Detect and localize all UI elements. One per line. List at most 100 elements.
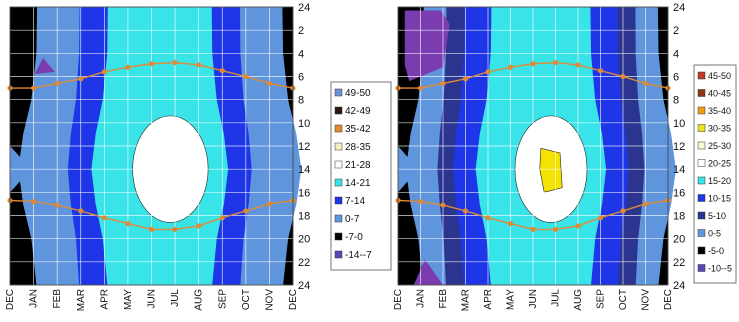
y-tick-label: 20 <box>298 234 310 246</box>
legend-swatch <box>697 106 706 115</box>
legend-swatch <box>697 176 706 185</box>
series-point <box>78 208 84 214</box>
y-tick-label: 6 <box>298 72 304 84</box>
x-tick-label: MAY <box>123 289 134 310</box>
legend-label: 42-49 <box>345 106 371 117</box>
x-tick-label: MAR <box>461 289 472 311</box>
y-tick-label: 16 <box>673 187 685 199</box>
x-tick-label: SEP <box>596 289 607 309</box>
legend-swatch <box>697 124 706 132</box>
plot-border <box>9 6 294 286</box>
legend-swatch <box>334 232 343 241</box>
series-point <box>642 80 649 87</box>
series-point <box>101 69 107 75</box>
x-tick-label: JUL <box>170 289 181 307</box>
x-tick-label: JAN <box>29 289 40 308</box>
legend-swatch <box>334 196 343 205</box>
y-tick-label: 8 <box>673 95 679 107</box>
legend-swatch <box>334 88 343 97</box>
legend-label: 15-20 <box>708 176 731 186</box>
plot-border <box>397 6 669 286</box>
legend-label: 28-35 <box>345 142 371 153</box>
legend-swatch <box>334 106 343 115</box>
legend-swatch <box>334 250 343 259</box>
legend-label: 5-10 <box>708 211 726 221</box>
legend-swatch <box>697 194 706 202</box>
y-tick-label: 2 <box>673 25 679 37</box>
series-point <box>196 62 202 68</box>
legend-swatch <box>334 160 343 169</box>
y-tick-label: 24 <box>673 280 685 292</box>
legend: 45-50 40-45 35-40 30-35 25-30 20-25 15-20 10-15… <box>693 64 737 284</box>
series-point <box>148 61 155 67</box>
legend-label: 21-28 <box>345 160 371 171</box>
x-tick-label: NOV <box>264 289 275 311</box>
series-point <box>530 61 536 67</box>
x-tick-label: DEC <box>663 289 674 310</box>
x-tick-label: SEP <box>217 289 228 309</box>
series-point <box>266 80 273 87</box>
series-point <box>552 226 559 232</box>
y-tick-label: 10 <box>298 118 310 130</box>
series-point <box>148 226 155 232</box>
series-point <box>243 208 249 214</box>
y-tick-label: 14 <box>298 164 310 176</box>
purple-patch-bottom <box>413 259 443 285</box>
legend-label: 49-50 <box>345 88 371 99</box>
series-point <box>440 80 446 87</box>
series-point <box>54 80 60 87</box>
legend-swatch <box>697 89 706 97</box>
x-tick-label: MAY <box>506 289 517 310</box>
series-point <box>462 76 469 82</box>
x-tick-label: OCT <box>241 289 252 310</box>
series-point <box>552 60 559 66</box>
y-tick-label: 4 <box>673 48 679 60</box>
x-tick-label: MAR <box>76 289 87 311</box>
series-point <box>417 199 424 205</box>
y-tick-label: 10 <box>673 118 685 130</box>
legend-swatch <box>697 264 706 272</box>
series-point <box>417 85 424 91</box>
series-point <box>642 201 649 207</box>
series-point <box>507 64 514 70</box>
legend-label: 30-35 <box>708 124 731 134</box>
legend-label: 25-30 <box>708 141 731 151</box>
y-tick-label: 24 <box>298 2 310 14</box>
x-tick-label: DEC <box>5 289 16 310</box>
legend-label: -7-0 <box>345 232 363 243</box>
series-point <box>172 60 178 66</box>
series-point <box>125 221 131 227</box>
y-tick-label: 22 <box>298 257 310 269</box>
series-point <box>620 208 626 214</box>
series-point <box>507 221 514 227</box>
y-tick-label: 18 <box>298 211 310 223</box>
legend-swatch <box>334 214 343 223</box>
series-point <box>30 199 37 205</box>
x-tick-label: NOV <box>641 289 652 311</box>
series-point <box>485 215 491 221</box>
x-tick-label: AUG <box>573 289 584 311</box>
y-tick-label: 6 <box>673 72 679 84</box>
legend-swatch <box>697 71 706 80</box>
legend-swatch <box>334 178 343 187</box>
x-tick-label: DEC <box>288 289 299 310</box>
x-tick-label: OCT <box>618 289 629 310</box>
series-point <box>172 226 178 232</box>
series-point <box>462 208 469 214</box>
series-point <box>196 223 202 229</box>
legend-label: 0-7 <box>345 214 360 225</box>
y-tick-label: 14 <box>673 164 685 176</box>
y-tick-label: 12 <box>298 141 310 153</box>
y-tick-label: 18 <box>673 211 685 223</box>
series-point <box>54 202 60 208</box>
series-point <box>266 201 273 207</box>
x-tick-label: APR <box>99 289 110 310</box>
y-tick-label: 16 <box>298 187 310 199</box>
series-point <box>440 202 446 208</box>
x-tick-label: JUL <box>551 289 562 307</box>
series-point <box>125 64 131 70</box>
legend-label: -14--7 <box>345 250 372 261</box>
series-point <box>575 62 581 68</box>
